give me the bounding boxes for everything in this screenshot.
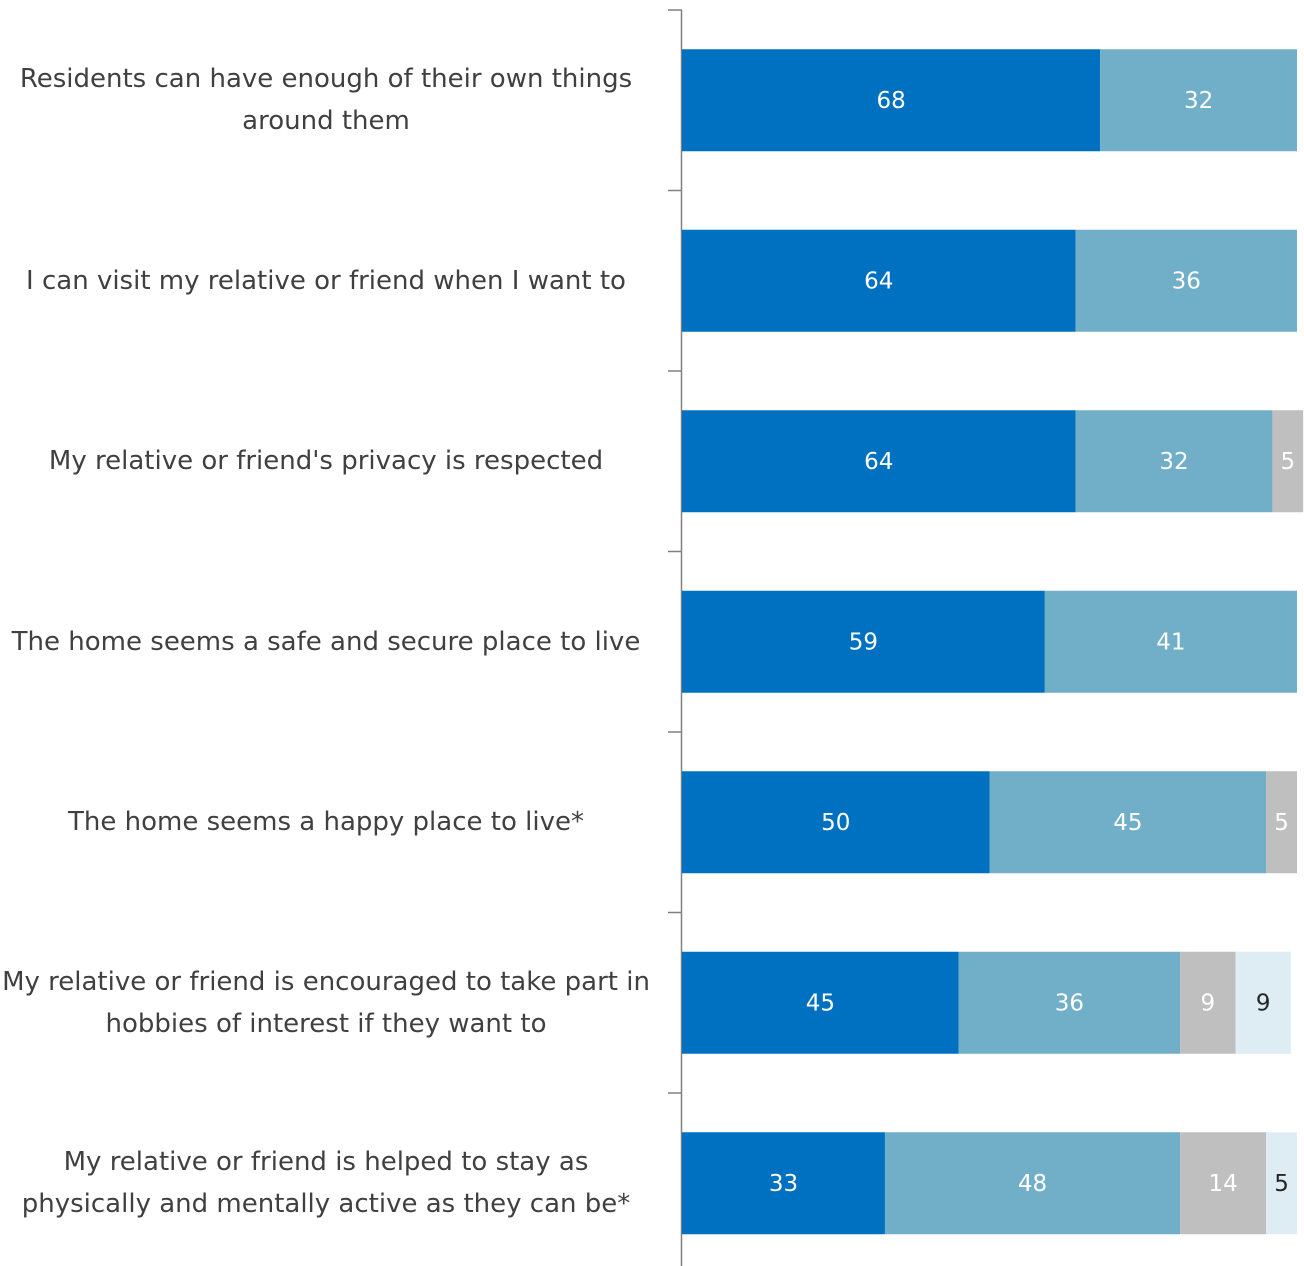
value-label: 59: [849, 629, 878, 655]
value-label: 33: [769, 1171, 798, 1197]
category-label: Residents can have enough of their own t…: [19, 64, 633, 137]
bar-segment: [1044, 590, 1297, 693]
value-label: 45: [1113, 810, 1142, 836]
value-label: 64: [864, 268, 893, 294]
value-label: 14: [1209, 1171, 1238, 1197]
category-label: The home seems a happy place to live*: [68, 807, 584, 838]
bar-segment: [884, 1132, 1181, 1235]
value-label: 9: [1201, 990, 1216, 1016]
value-label: 32: [1159, 449, 1188, 475]
bar-segment: [682, 951, 959, 1054]
bar-segment: [682, 49, 1101, 152]
bar-segment: [1272, 410, 1304, 513]
value-label: 5: [1280, 449, 1295, 475]
bar-segment: [682, 229, 1076, 332]
value-label: 32: [1184, 88, 1213, 114]
value-label: 68: [876, 88, 905, 114]
bar-segment: [1075, 229, 1297, 332]
bar-segment: [682, 590, 1045, 693]
category-label: My relative or friend is helped to stay …: [21, 1147, 631, 1220]
value-label: 5: [1274, 810, 1289, 836]
value-label: 41: [1156, 629, 1185, 655]
category-label: The home seems a safe and secure place t…: [11, 626, 641, 657]
bar-segment: [958, 951, 1181, 1054]
value-label: 36: [1055, 990, 1084, 1016]
category-label: My relative or friend is encouraged to t…: [2, 966, 650, 1039]
bar-segment: [989, 771, 1267, 874]
value-label: 45: [806, 990, 835, 1016]
bar-segment: [1266, 1132, 1297, 1235]
bar-segment: [682, 1132, 885, 1235]
value-label: 48: [1018, 1171, 1047, 1197]
bar-segment: [1180, 1132, 1267, 1235]
bar-segment: [1266, 771, 1297, 874]
bar-segment: [682, 410, 1076, 513]
category-label: My relative or friend's privacy is respe…: [48, 446, 604, 477]
category-label: I can visit my relative or friend when I…: [26, 265, 626, 296]
bar-segment: [1235, 951, 1291, 1054]
bar-segment: [682, 771, 990, 874]
value-label: 50: [821, 810, 850, 836]
bar-segment: [1180, 951, 1236, 1054]
value-label: 36: [1172, 268, 1201, 294]
bar-segment: [1075, 410, 1273, 513]
value-label: 9: [1256, 990, 1271, 1016]
value-label: 5: [1274, 1171, 1289, 1197]
value-label: 64: [864, 449, 893, 475]
bar-segment: [1100, 49, 1297, 152]
